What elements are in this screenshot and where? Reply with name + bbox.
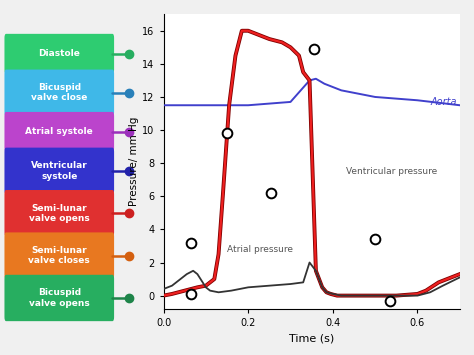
FancyBboxPatch shape bbox=[4, 148, 114, 194]
FancyBboxPatch shape bbox=[4, 190, 114, 236]
Text: Ventricular
systole: Ventricular systole bbox=[31, 161, 88, 181]
FancyBboxPatch shape bbox=[4, 112, 114, 152]
FancyBboxPatch shape bbox=[4, 233, 114, 279]
X-axis label: Time (s): Time (s) bbox=[289, 333, 334, 343]
FancyBboxPatch shape bbox=[4, 34, 114, 73]
Y-axis label: Pressure/ mm Hg: Pressure/ mm Hg bbox=[129, 117, 139, 206]
FancyBboxPatch shape bbox=[4, 70, 114, 116]
Text: Bicuspid
valve close: Bicuspid valve close bbox=[31, 83, 88, 103]
Text: Semi-lunar
valve opens: Semi-lunar valve opens bbox=[29, 203, 90, 223]
FancyBboxPatch shape bbox=[4, 275, 114, 321]
Text: Aorta: Aorta bbox=[430, 97, 456, 107]
Text: Ventricular pressure: Ventricular pressure bbox=[346, 167, 437, 176]
Text: Atrial pressure: Atrial pressure bbox=[227, 245, 293, 254]
Text: Semi-lunar
valve closes: Semi-lunar valve closes bbox=[28, 246, 90, 265]
Text: Bicuspid
valve opens: Bicuspid valve opens bbox=[29, 288, 90, 308]
Text: Atrial systole: Atrial systole bbox=[26, 127, 93, 136]
Text: Diastole: Diastole bbox=[38, 49, 80, 58]
